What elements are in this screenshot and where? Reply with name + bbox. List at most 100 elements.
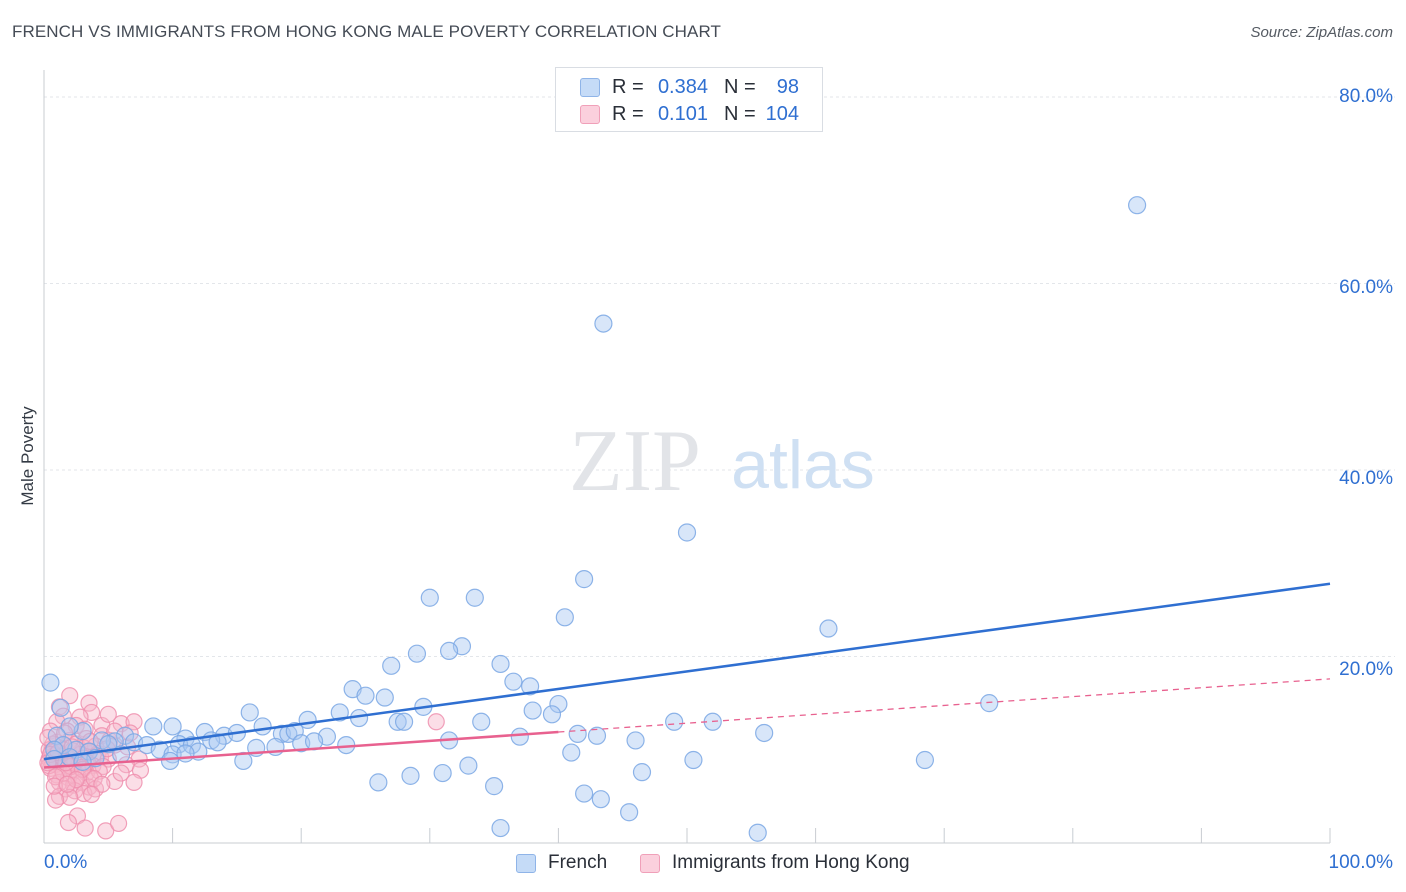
french-point — [549, 694, 568, 714]
legend-item-french: French — [516, 852, 607, 874]
legend-label-hongkong: Immigrants from Hong Kong — [672, 852, 910, 873]
french-point — [568, 724, 587, 743]
chart-title: FRENCH VS IMMIGRANTS FROM HONG KONG MALE… — [12, 22, 722, 41]
french-point — [163, 717, 182, 736]
series-french-points — [41, 196, 1147, 842]
hongkong-point — [112, 764, 130, 782]
watermark-zip: ZIP — [569, 413, 701, 510]
hongkong-point — [58, 775, 76, 793]
french-point — [510, 727, 529, 746]
french-point — [472, 712, 491, 731]
trend-line-french — [43, 582, 1331, 761]
french-point — [144, 717, 163, 736]
french-point — [439, 641, 459, 661]
french-point — [73, 752, 92, 771]
french-point — [523, 701, 542, 720]
hongkong-point — [67, 770, 85, 789]
french-point — [684, 750, 703, 770]
french-point — [491, 818, 510, 838]
french-point — [330, 703, 349, 722]
hongkong-point — [93, 775, 111, 793]
french-point — [234, 751, 253, 771]
french-point — [160, 751, 180, 771]
french-point — [433, 763, 452, 783]
french-point — [980, 694, 999, 713]
french-point — [388, 712, 407, 731]
french-point — [591, 790, 610, 809]
french-point — [504, 672, 523, 691]
french-point — [521, 677, 540, 696]
french-point — [401, 766, 420, 785]
trend-lines — [43, 582, 1331, 769]
french-point — [485, 777, 504, 796]
axes — [43, 70, 1331, 844]
legend-n-value: 104 — [765, 102, 799, 125]
french-point — [575, 784, 594, 803]
french-point — [369, 773, 388, 792]
french-point — [594, 314, 613, 333]
french-point — [41, 673, 60, 692]
french-point — [748, 823, 767, 842]
legend-row-french: R = 0.384 N = 98 — [556, 74, 822, 100]
legend-r-label: R = — [612, 102, 644, 125]
correlation-legend: R = 0.384 N = 98 R = 0.101 N = 104 — [555, 67, 823, 132]
watermark: ZIP atlas — [569, 413, 875, 510]
french-point — [394, 712, 414, 731]
y-tick-label: 20.0% — [1339, 659, 1393, 680]
french-point — [562, 743, 581, 762]
series-hongkong-points — [39, 687, 445, 840]
french-point — [542, 705, 562, 724]
hongkong-point — [82, 785, 101, 804]
french-point — [465, 588, 484, 607]
legend-label-french: French — [548, 852, 608, 873]
french-point — [407, 644, 427, 663]
source-credit: Source: ZipAtlas.com — [1250, 24, 1393, 41]
legend-swatch-french — [580, 77, 600, 97]
french-point — [665, 712, 684, 731]
legend-r-value: 0.101 — [657, 102, 708, 125]
french-point — [626, 731, 645, 750]
french-point — [208, 733, 227, 752]
legend-item-hongkong: Immigrants from Hong Kong — [640, 852, 910, 874]
hongkong-point — [99, 705, 117, 723]
french-point — [575, 570, 594, 589]
french-point — [47, 726, 66, 745]
french-point — [176, 744, 195, 763]
legend-swatch-hongkong — [640, 853, 660, 873]
french-point — [60, 717, 79, 736]
french-point — [240, 703, 259, 722]
x-tick-label-max: 100.0% — [1328, 852, 1393, 873]
hongkong-point — [59, 813, 78, 832]
hongkong-point — [45, 777, 63, 795]
french-point — [459, 756, 478, 775]
legend-row-hongkong: R = 0.101 N = 104 — [556, 101, 822, 127]
french-point — [620, 803, 639, 822]
french-point — [819, 619, 838, 638]
french-point — [51, 698, 70, 717]
watermark-atlas: atlas — [731, 427, 875, 503]
hongkong-point — [427, 713, 445, 731]
hongkong-point — [61, 788, 79, 806]
trend-line-hongkong-dashed — [558, 678, 1331, 733]
hongkong-point — [109, 814, 128, 833]
hongkong-point — [97, 822, 115, 840]
french-point — [755, 723, 774, 743]
legend-n-label: N = — [724, 75, 756, 98]
french-point — [382, 656, 401, 675]
french-point — [587, 726, 607, 745]
french-point — [632, 763, 652, 782]
legend-r-label: R = — [612, 75, 644, 98]
legend-swatch-french — [516, 853, 536, 873]
trend-line-hongkong-solid — [43, 730, 559, 769]
hongkong-point — [61, 687, 79, 705]
french-point — [677, 523, 697, 542]
legend-swatch-hongkong — [580, 104, 600, 124]
hongkong-point — [46, 791, 65, 809]
y-tick-label: 60.0% — [1339, 277, 1393, 298]
x-tick-label-min: 0.0% — [44, 852, 88, 873]
hongkong-point — [68, 807, 87, 825]
hongkong-point — [76, 819, 94, 837]
legend-n-value: 98 — [776, 75, 799, 98]
french-point — [491, 654, 510, 674]
